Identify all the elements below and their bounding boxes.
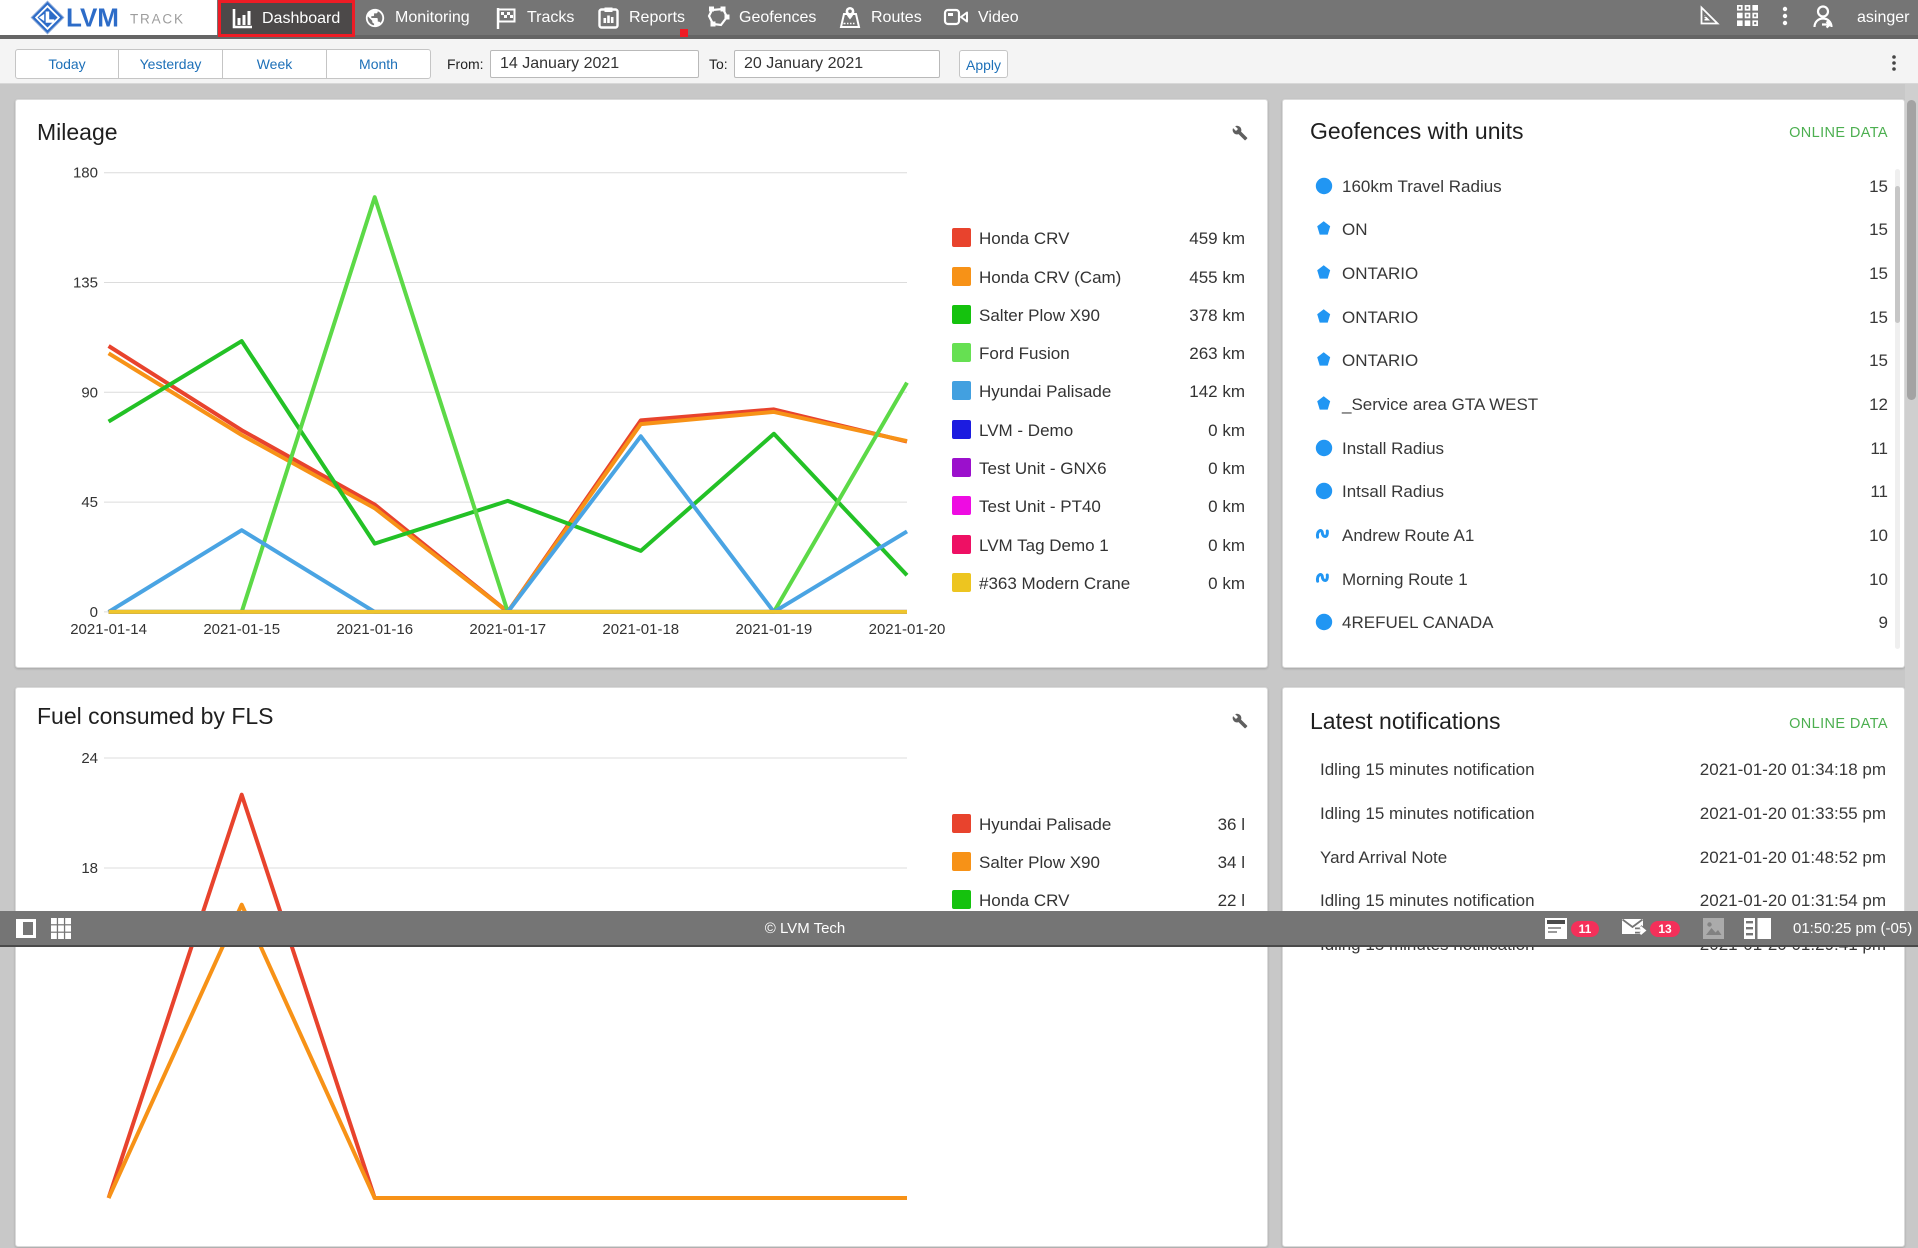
svg-text:0: 0 [90,604,98,621]
svg-text:TRACK: TRACK [130,12,185,27]
svg-text:180: 180 [73,165,98,182]
svg-text:45: 45 [81,494,98,511]
svg-text:135: 135 [73,275,98,292]
svg-text:90: 90 [81,384,98,401]
svg-text:2021-01-20: 2021-01-20 [869,621,946,638]
svg-text:18: 18 [81,860,98,877]
svg-text:2021-01-18: 2021-01-18 [602,621,679,638]
svg-text:2021-01-15: 2021-01-15 [203,621,280,638]
svg-text:24: 24 [81,750,98,767]
svg-text:2021-01-17: 2021-01-17 [469,621,546,638]
svg-text:LVM: LVM [66,3,119,33]
svg-text:2021-01-16: 2021-01-16 [336,621,413,638]
svg-text:2021-01-19: 2021-01-19 [736,621,813,638]
svg-text:2021-01-14: 2021-01-14 [70,621,147,638]
